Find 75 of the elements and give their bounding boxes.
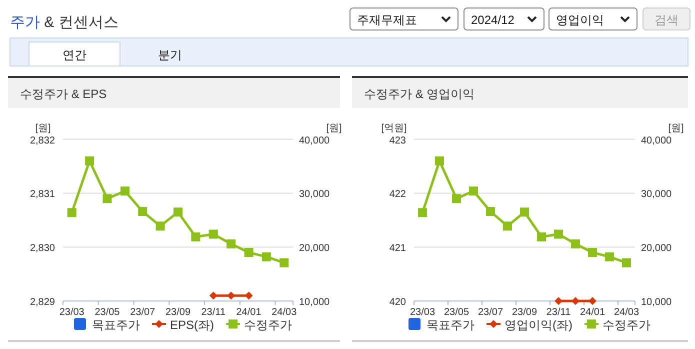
point bbox=[85, 156, 94, 166]
text: 분기 bbox=[158, 48, 182, 62]
legend-label: 영업이익(좌) bbox=[504, 318, 572, 332]
point bbox=[571, 239, 580, 248]
y2-axis-title: [원] bbox=[326, 123, 342, 134]
legend-label: 목표주가 bbox=[426, 318, 474, 332]
y2-tick-label: 30,000 bbox=[641, 189, 672, 200]
x-tick-label: 23/11 bbox=[546, 307, 572, 318]
point bbox=[174, 208, 182, 217]
y-axis-title: [억원] bbox=[381, 123, 407, 134]
point bbox=[554, 230, 563, 239]
point bbox=[244, 248, 254, 257]
point bbox=[138, 207, 148, 216]
y-tick-label: 2,830 bbox=[30, 243, 56, 254]
text: 연간 bbox=[62, 48, 86, 62]
legend-label: 수정주가 bbox=[244, 318, 292, 332]
y2-tick-label: 40,000 bbox=[299, 135, 330, 146]
point bbox=[191, 232, 200, 242]
y-axis-title: [원] bbox=[35, 123, 51, 134]
point bbox=[280, 258, 289, 268]
y2-tick-label: 40,000 bbox=[641, 135, 672, 146]
point bbox=[102, 194, 112, 204]
point bbox=[435, 156, 444, 166]
x-tick-label: 23/07 bbox=[478, 307, 504, 318]
point bbox=[208, 230, 218, 239]
y-tick-label: 2,829 bbox=[30, 297, 56, 308]
point bbox=[588, 248, 597, 257]
y-tick-label: 422 bbox=[389, 189, 406, 200]
point bbox=[156, 222, 165, 231]
point bbox=[520, 208, 529, 217]
text: 2024/12 bbox=[471, 13, 515, 27]
text: 주가 & 컨센서스 bbox=[10, 14, 118, 31]
point bbox=[486, 207, 495, 216]
legend-label: 수정주가 bbox=[602, 318, 650, 332]
text: 영업이익 bbox=[556, 13, 604, 27]
legend-label: EPS(좌) bbox=[170, 318, 214, 332]
point bbox=[67, 208, 76, 218]
x-tick-label: 23/03 bbox=[59, 307, 85, 318]
y2-tick-label: 10,000 bbox=[641, 297, 672, 308]
chart-title: 수정주가 & EPS bbox=[20, 87, 107, 101]
y-tick-label: 423 bbox=[389, 135, 406, 146]
x-tick-label: 24/03 bbox=[272, 307, 298, 318]
y-tick-label: 2,832 bbox=[30, 135, 56, 146]
y2-tick-label: 30,000 bbox=[299, 189, 330, 200]
y-tick-label: 420 bbox=[389, 297, 406, 308]
point bbox=[622, 258, 631, 268]
y2-tick-label: 20,000 bbox=[299, 243, 330, 254]
y-tick-label: 421 bbox=[389, 243, 406, 254]
point bbox=[262, 252, 271, 262]
x-tick-label: 23/05 bbox=[444, 307, 470, 318]
x-tick-label: 24/01 bbox=[580, 307, 606, 318]
point bbox=[503, 222, 512, 231]
y2-tick-label: 10,000 bbox=[299, 297, 330, 308]
text: 검색 bbox=[654, 13, 678, 27]
x-tick-label: 23/11 bbox=[201, 307, 226, 318]
point bbox=[120, 186, 130, 196]
point bbox=[469, 186, 478, 196]
y-tick-label: 2,831 bbox=[30, 189, 56, 200]
y2-axis-title: [원] bbox=[668, 123, 684, 134]
point bbox=[226, 239, 236, 248]
point bbox=[418, 208, 427, 218]
x-tick-label: 23/09 bbox=[165, 307, 191, 318]
point bbox=[452, 194, 461, 204]
x-tick-label: 23/03 bbox=[410, 307, 436, 318]
chart-title: 수정주가 & 영업이익 bbox=[364, 87, 475, 101]
y2-tick-label: 20,000 bbox=[641, 243, 672, 254]
text: 주재무제표 bbox=[357, 13, 417, 27]
x-tick-label: 23/09 bbox=[512, 307, 538, 318]
legend-label: 목표주가 bbox=[92, 318, 140, 332]
x-tick-label: 23/05 bbox=[94, 307, 120, 318]
x-tick-label: 24/03 bbox=[614, 307, 640, 318]
x-tick-label: 24/01 bbox=[236, 307, 262, 318]
x-tick-label: 23/07 bbox=[130, 307, 156, 318]
point bbox=[537, 232, 546, 242]
point bbox=[605, 252, 614, 262]
